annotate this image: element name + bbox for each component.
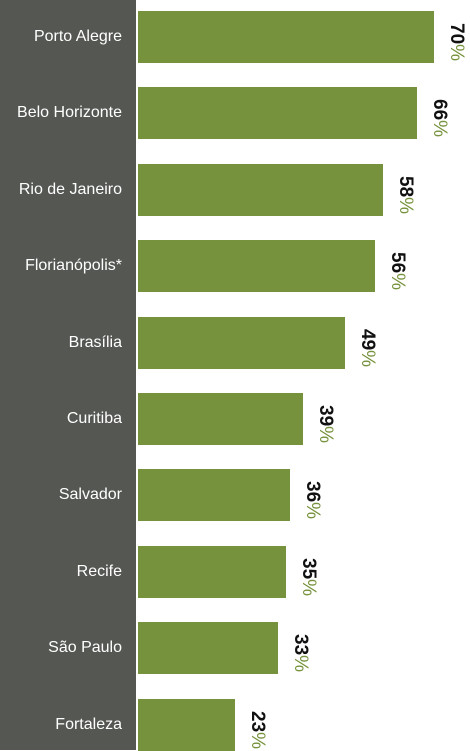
bar [138,698,236,751]
bar [138,316,346,369]
data-label-unit: % [395,196,417,214]
data-label: 49% [355,329,378,367]
data-label: 23% [245,711,268,749]
data-label-value: 39 [314,405,336,427]
data-label-value: 66 [429,99,451,121]
data-label-unit: % [314,426,336,444]
data-label-value: 36 [302,481,324,503]
category-label: São Paulo [48,639,122,657]
data-label-unit: % [429,120,451,138]
data-label: 56% [385,252,408,290]
data-label-value: 70 [446,23,467,45]
category-label: Belo Horizonte [17,104,122,122]
data-label-value: 49 [357,328,379,350]
bar [138,545,286,598]
bar [138,240,375,293]
category-label: Rio de Janeiro [18,180,122,198]
data-label: 66% [427,99,450,137]
data-label-unit: % [289,655,311,673]
category-label: Florianópolis* [25,257,122,275]
data-label-unit: % [446,44,467,62]
data-label-value: 58 [395,175,417,197]
bar [138,393,303,445]
data-label: 70% [444,23,467,61]
data-label: 58% [393,176,416,214]
bar [138,87,418,140]
data-label-unit: % [247,731,269,749]
category-label: Curitiba [66,410,122,427]
data-label-value: 35 [298,557,319,579]
data-label: 33% [288,634,311,672]
category-label: Brasília [68,333,122,351]
category-label: Fortaleza [55,715,122,733]
category-label: Porto Alegre [33,28,122,45]
bar [138,622,278,675]
data-label: 36% [300,481,323,519]
data-label-unit: % [386,273,408,291]
data-label-value: 56 [386,252,408,274]
data-label: 39% [313,405,336,443]
data-label-value: 33 [289,634,311,656]
data-label-value: 23 [247,710,269,732]
bar [138,11,434,63]
category-label-panel: Porto Alegre Belo Horizonte Rio de Janeiro… [0,0,136,750]
data-label-unit: % [298,578,319,596]
bar [138,469,291,522]
data-label-unit: % [357,349,379,367]
bar [138,163,384,216]
category-label: Recife [76,562,122,580]
category-label: Salvador [58,486,122,504]
data-label-unit: % [302,502,324,520]
data-label: 35% [296,558,319,596]
